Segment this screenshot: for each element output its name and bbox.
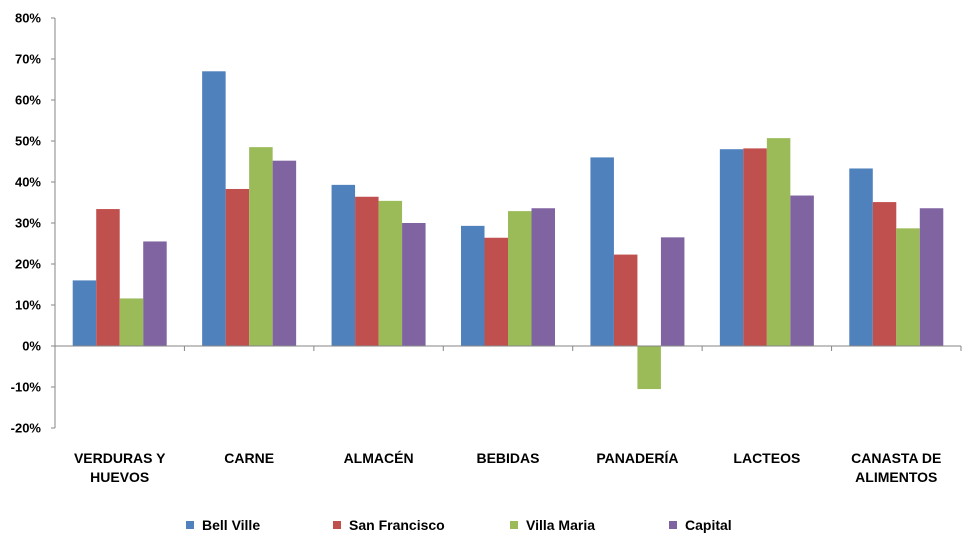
- x-category-label: LACTEOS: [733, 450, 800, 466]
- y-axis-ticks: -20% -10% 0% 10% 20% 30% 40% 50% 60% 70% 80%: [11, 11, 55, 436]
- bar: [849, 168, 873, 346]
- bar: [272, 160, 297, 346]
- y-tick-label: 30%: [15, 216, 41, 231]
- legend-label: Capital: [685, 517, 732, 533]
- bar: [660, 237, 685, 346]
- bar: [790, 195, 814, 346]
- legend-swatch: [333, 521, 341, 529]
- bar: [613, 254, 638, 346]
- legend-swatch: [510, 521, 518, 529]
- x-category-label: ALIMENTOS: [855, 469, 937, 485]
- bar: [331, 184, 356, 346]
- bar: [96, 209, 120, 346]
- y-tick-label: -20%: [11, 421, 42, 436]
- bar: [72, 280, 97, 346]
- bar: [872, 202, 897, 346]
- y-tick-label: 40%: [15, 175, 41, 190]
- bar: [919, 208, 944, 346]
- y-tick-label: 10%: [15, 298, 41, 313]
- bar: [766, 138, 791, 346]
- bar: [119, 298, 144, 346]
- bar: [143, 241, 167, 346]
- bar: [719, 149, 744, 346]
- bar: [896, 228, 920, 346]
- y-tick-label: 70%: [15, 52, 41, 67]
- bar: [531, 208, 555, 346]
- bar: [249, 147, 273, 346]
- x-category-label: BEBIDAS: [476, 450, 539, 466]
- legend-label: San Francisco: [349, 517, 445, 533]
- y-tick-label: 20%: [15, 257, 41, 272]
- x-category-label: ALMACÉN: [344, 450, 414, 466]
- legend: Bell Ville San Francisco Villa Maria Capita…: [186, 517, 732, 533]
- bar: [402, 223, 426, 346]
- legend-swatch: [186, 521, 194, 529]
- bar: [378, 200, 403, 346]
- bar: [355, 196, 379, 346]
- bar: [590, 157, 614, 346]
- bars: [72, 71, 944, 390]
- bar: [637, 346, 661, 390]
- x-category-label: CARNE: [224, 450, 274, 466]
- y-tick-label: 60%: [15, 93, 41, 108]
- y-tick-label: -10%: [11, 380, 42, 395]
- x-axis-categories: VERDURAS Y HUEVOS CARNE ALMACÉN BEBIDAS PANAD…: [54, 346, 962, 485]
- bar: [202, 71, 226, 347]
- bar: [508, 211, 532, 346]
- bar: [743, 148, 767, 346]
- legend-label: Bell Ville: [202, 517, 260, 533]
- x-category-label: HUEVOS: [90, 469, 149, 485]
- bar: [461, 225, 485, 346]
- legend-label: Villa Maria: [526, 517, 595, 533]
- y-tick-label: 0%: [22, 339, 41, 354]
- legend-swatch: [669, 521, 677, 529]
- y-tick-label: 50%: [15, 134, 41, 149]
- bar: [484, 237, 508, 346]
- x-category-label: CANASTA DE: [851, 450, 941, 466]
- x-category-label: PANADERÍA: [596, 450, 678, 466]
- bar: [225, 188, 250, 346]
- y-tick-label: 80%: [15, 11, 41, 26]
- x-category-label: VERDURAS Y: [74, 450, 166, 466]
